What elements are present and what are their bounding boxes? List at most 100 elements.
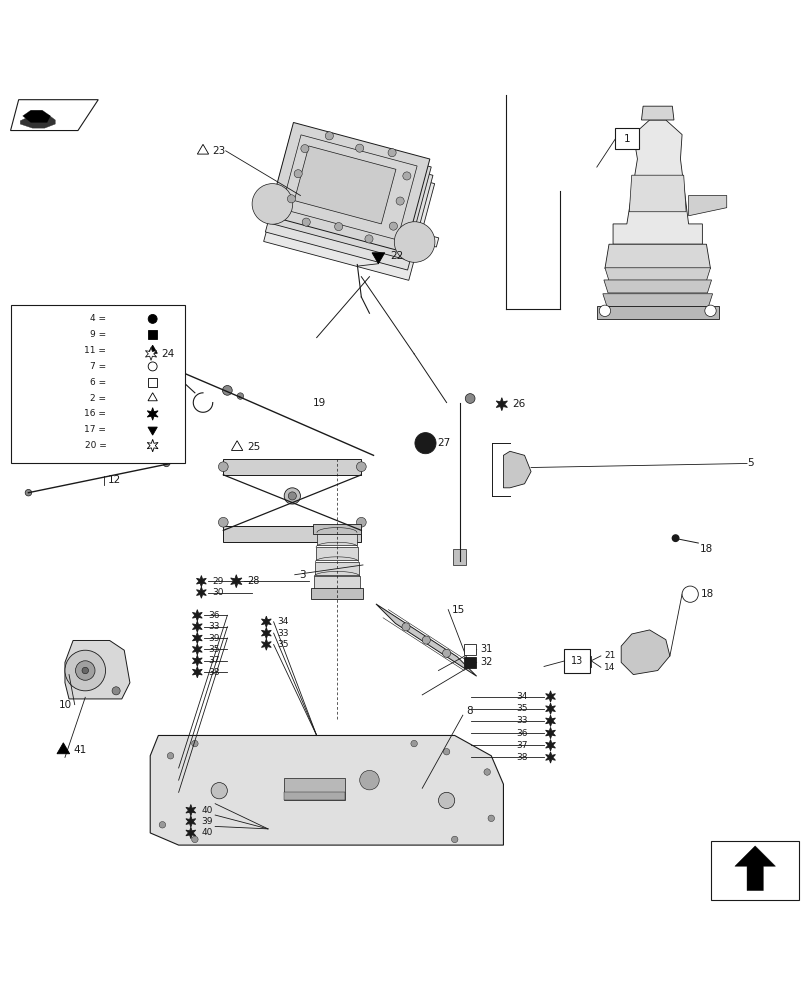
Polygon shape xyxy=(604,244,710,269)
Circle shape xyxy=(300,145,308,153)
Polygon shape xyxy=(503,451,530,488)
Polygon shape xyxy=(20,369,43,407)
Polygon shape xyxy=(192,632,202,644)
Bar xyxy=(11,305,185,463)
Text: 24: 24 xyxy=(161,349,174,359)
Circle shape xyxy=(388,149,396,157)
Polygon shape xyxy=(192,655,202,666)
Polygon shape xyxy=(148,345,157,353)
Text: 40: 40 xyxy=(201,806,212,815)
Circle shape xyxy=(389,222,397,230)
Polygon shape xyxy=(641,106,673,120)
Bar xyxy=(223,459,361,475)
Polygon shape xyxy=(186,827,195,839)
Bar xyxy=(311,588,363,599)
Circle shape xyxy=(112,687,120,695)
Text: 12: 12 xyxy=(108,475,121,485)
Circle shape xyxy=(356,517,366,527)
Circle shape xyxy=(25,489,32,496)
Text: 14: 14 xyxy=(603,663,615,672)
FancyBboxPatch shape xyxy=(614,128,638,149)
Circle shape xyxy=(394,222,435,262)
Text: 41: 41 xyxy=(74,745,87,755)
Text: 32: 32 xyxy=(479,657,491,667)
FancyBboxPatch shape xyxy=(564,649,590,673)
Circle shape xyxy=(222,386,232,395)
Circle shape xyxy=(148,362,157,371)
Polygon shape xyxy=(186,804,195,816)
Circle shape xyxy=(465,394,474,403)
Circle shape xyxy=(294,170,302,178)
Polygon shape xyxy=(604,268,710,281)
Bar xyxy=(312,524,361,534)
Polygon shape xyxy=(65,640,130,699)
Bar xyxy=(710,841,798,900)
Polygon shape xyxy=(267,130,431,260)
Circle shape xyxy=(414,433,436,454)
Bar xyxy=(596,306,718,319)
Text: 25: 25 xyxy=(247,442,260,452)
Text: KIT: KIT xyxy=(51,393,61,398)
Text: 6 =: 6 = xyxy=(90,378,106,387)
Polygon shape xyxy=(375,604,476,676)
Polygon shape xyxy=(196,576,206,587)
Text: 33: 33 xyxy=(208,622,219,631)
Circle shape xyxy=(334,223,342,231)
Text: 26: 26 xyxy=(512,399,525,409)
Polygon shape xyxy=(545,752,555,763)
Circle shape xyxy=(672,535,678,541)
Text: 34: 34 xyxy=(516,692,527,701)
Text: 35: 35 xyxy=(516,704,527,713)
Circle shape xyxy=(356,462,366,472)
Bar xyxy=(284,778,345,800)
Circle shape xyxy=(75,661,95,680)
Polygon shape xyxy=(231,441,242,450)
Polygon shape xyxy=(545,740,555,751)
Polygon shape xyxy=(545,715,555,727)
Circle shape xyxy=(410,740,417,747)
Polygon shape xyxy=(20,115,55,128)
Bar xyxy=(316,532,357,545)
Text: 21: 21 xyxy=(603,651,615,660)
Text: 27: 27 xyxy=(437,438,450,448)
Circle shape xyxy=(284,488,300,504)
Bar xyxy=(464,644,475,655)
Circle shape xyxy=(159,822,165,828)
Text: 13: 13 xyxy=(570,656,583,666)
Text: 5: 5 xyxy=(746,458,753,468)
Circle shape xyxy=(402,172,410,180)
Circle shape xyxy=(167,753,174,759)
Polygon shape xyxy=(192,666,202,678)
Circle shape xyxy=(483,769,490,775)
Text: 18: 18 xyxy=(699,544,712,554)
Text: 16 =: 16 = xyxy=(84,409,106,418)
Polygon shape xyxy=(150,735,503,845)
Circle shape xyxy=(302,218,310,226)
Text: 34: 34 xyxy=(277,617,288,626)
Text: 28: 28 xyxy=(247,576,259,586)
Polygon shape xyxy=(192,644,202,655)
Text: 38: 38 xyxy=(208,668,219,677)
Circle shape xyxy=(325,132,333,140)
Circle shape xyxy=(288,492,296,500)
Polygon shape xyxy=(265,137,432,270)
Polygon shape xyxy=(23,110,50,122)
Circle shape xyxy=(251,184,292,224)
Text: 29: 29 xyxy=(212,577,223,586)
Circle shape xyxy=(218,517,228,527)
Circle shape xyxy=(211,783,227,799)
Text: 22: 22 xyxy=(389,251,402,261)
Text: 31: 31 xyxy=(479,644,491,654)
Polygon shape xyxy=(629,175,685,212)
Polygon shape xyxy=(602,294,712,307)
Circle shape xyxy=(599,305,610,316)
Bar xyxy=(315,547,358,560)
Polygon shape xyxy=(145,347,157,360)
Circle shape xyxy=(144,356,151,363)
Polygon shape xyxy=(147,439,158,452)
Polygon shape xyxy=(230,575,242,588)
Circle shape xyxy=(396,197,404,205)
Bar xyxy=(315,562,358,575)
Polygon shape xyxy=(148,393,157,401)
Text: 37: 37 xyxy=(208,656,219,665)
